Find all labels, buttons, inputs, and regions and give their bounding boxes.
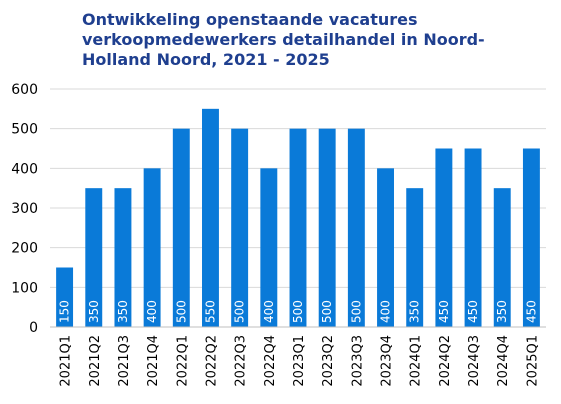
bar-2024Q2 — [435, 148, 453, 327]
x-axis-tick-labels: 2021Q1 2021Q2 2021Q3 2021Q4 2022Q1 2022Q2 2022… — [59, 335, 541, 387]
bar-2022Q4 — [260, 168, 278, 327]
data-label: 500 — [291, 300, 305, 323]
x-tick-label: 2021Q2 — [88, 335, 103, 387]
data-label: 500 — [349, 300, 363, 323]
bar-2024Q4 — [493, 188, 511, 327]
x-tick-label: 2022Q1 — [175, 335, 190, 387]
data-label: 400 — [262, 300, 276, 323]
data-label: 350 — [87, 300, 101, 323]
bars — [56, 108, 540, 327]
bar-2023Q1 — [289, 128, 307, 327]
bar-2023Q2 — [318, 128, 336, 327]
bar-2024Q1 — [406, 188, 424, 327]
bar-2022Q2 — [202, 108, 219, 327]
x-tick-label: 2021Q1 — [59, 335, 74, 387]
bar-2023Q3 — [347, 128, 365, 327]
data-label: 450 — [524, 300, 538, 323]
bar-2021Q4 — [143, 168, 161, 327]
x-tick-label: 2025Q1 — [525, 335, 540, 387]
data-label: 350 — [116, 300, 130, 323]
x-tick-label: 2023Q3 — [350, 335, 365, 387]
x-tick-label: 2022Q2 — [204, 335, 219, 387]
data-label: 500 — [174, 300, 188, 323]
x-tick-label: 2024Q4 — [496, 335, 511, 387]
bar-2025Q1 — [522, 148, 540, 327]
bar-2022Q3 — [231, 128, 249, 327]
y-axis-tick-labels: 0 100 200 300 400 500 600 — [11, 82, 38, 336]
data-label: 500 — [233, 300, 247, 323]
y-tick-label: 600 — [11, 82, 38, 98]
data-label: 500 — [320, 300, 334, 323]
x-tick-label: 2022Q3 — [234, 335, 249, 387]
y-tick-label: 0 — [29, 320, 38, 336]
x-tick-label: 2023Q4 — [380, 335, 395, 387]
data-labels: 150 350 350 400 500 550 500 400 500 500 500 400 350 4… — [58, 300, 539, 323]
data-label: 350 — [408, 300, 422, 323]
bar-2024Q3 — [464, 148, 482, 327]
y-tick-label: 400 — [11, 161, 38, 177]
x-tick-label: 2022Q4 — [263, 335, 278, 387]
bar-2022Q1 — [172, 128, 190, 327]
y-tick-label: 300 — [11, 201, 38, 217]
bar-2021Q2 — [85, 188, 103, 327]
x-tick-label: 2024Q1 — [409, 335, 424, 387]
y-tick-label: 100 — [11, 280, 38, 296]
x-tick-label: 2023Q1 — [292, 335, 307, 387]
data-label: 350 — [495, 300, 509, 323]
data-label: 450 — [437, 300, 451, 323]
x-tick-label: 2024Q3 — [467, 335, 482, 387]
bar-2021Q3 — [114, 188, 132, 327]
data-label: 150 — [58, 300, 72, 323]
x-tick-label: 2023Q2 — [321, 335, 336, 387]
data-label: 400 — [145, 300, 159, 323]
data-label: 400 — [379, 300, 393, 323]
y-tick-label: 200 — [11, 241, 38, 257]
bar-2021Q1 — [56, 267, 74, 327]
data-label: 550 — [203, 300, 217, 323]
x-tick-label: 2021Q3 — [117, 335, 132, 387]
y-tick-label: 500 — [11, 122, 38, 138]
data-label: 450 — [466, 300, 480, 323]
x-tick-label: 2021Q4 — [146, 335, 161, 387]
x-tick-label: 2024Q2 — [438, 335, 453, 387]
bar-2023Q4 — [377, 168, 394, 327]
chart-title: Ontwikkeling openstaande vacatures verko… — [82, 10, 485, 69]
